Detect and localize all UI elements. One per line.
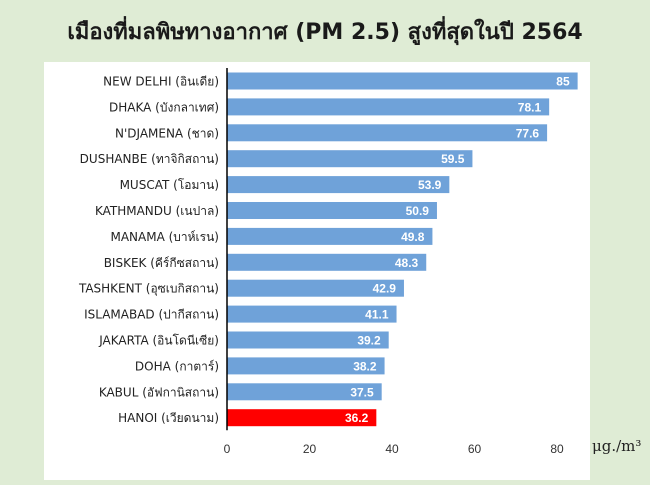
- bar: [227, 72, 578, 90]
- x-axis-unit-label: μg./m³: [592, 437, 642, 455]
- category-label: MUSCAT (โอมาน): [120, 178, 219, 192]
- data-label: 78.1: [518, 100, 542, 114]
- category-label: DOHA (กาตาร์): [135, 359, 219, 373]
- data-label: 48.3: [395, 256, 419, 270]
- bar: [227, 305, 397, 323]
- bar: [227, 150, 473, 168]
- bar: [227, 176, 450, 194]
- bar: [227, 124, 548, 142]
- bar: [227, 279, 404, 297]
- bar: [227, 331, 389, 349]
- bar-highlight: [227, 409, 377, 427]
- x-tick-label: 20: [303, 442, 317, 456]
- x-tick-label: 0: [224, 442, 231, 456]
- data-label: 50.9: [406, 204, 430, 218]
- bar: [227, 383, 382, 401]
- data-label: 59.5: [441, 152, 465, 166]
- category-label: HANOI (เวียดนาม): [118, 411, 219, 425]
- category-label: MANAMA (บาห์เรน): [110, 230, 219, 244]
- x-tick-label: 80: [550, 442, 564, 456]
- category-label: DUSHANBE (ทาจิกิสถาน): [80, 152, 219, 166]
- category-label: DHAKA (บังกลาเทศ): [109, 100, 219, 114]
- bar: [227, 253, 427, 271]
- bar-chart: NEW DELHI (อินเดีย) 85 DHAKA (บังกลาเทศ) 78…: [78, 68, 578, 456]
- data-label: 41.1: [365, 308, 389, 322]
- bar: [227, 98, 550, 116]
- data-label: 85: [556, 75, 570, 89]
- bar: [227, 227, 433, 245]
- category-label: ISLAMABAD (ปากีสถาน): [84, 308, 219, 322]
- data-label: 38.2: [353, 359, 377, 373]
- data-label: 53.9: [418, 178, 442, 192]
- bar: [227, 202, 437, 219]
- page-title: เมืองที่มลพิษทางอากาศ (PM 2.5) สูงที่สุด…: [67, 20, 583, 45]
- category-label: N'DJAMENA (ชาด): [115, 126, 219, 140]
- category-label: BISKEK (คีร์กีซสถาน): [104, 256, 219, 270]
- category-label: JAKARTA (อินโดนีเซีย): [98, 334, 219, 348]
- category-label: NEW DELHI (อินเดีย): [103, 75, 219, 89]
- data-label: 49.8: [401, 230, 425, 244]
- x-tick-label: 60: [468, 442, 482, 456]
- data-label: 36.2: [345, 411, 369, 425]
- category-label: KATHMANDU (เนปาล): [95, 204, 219, 218]
- x-tick-label: 40: [385, 442, 399, 456]
- bar: [227, 357, 385, 375]
- data-label: 39.2: [357, 334, 381, 348]
- category-label: KABUL (อัฟกานิสถาน): [99, 385, 219, 399]
- data-label: 37.5: [350, 385, 374, 399]
- category-label: TASHKENT (อุซเบกิสถาน): [78, 282, 219, 297]
- data-label: 77.6: [516, 126, 540, 140]
- chart-panel: NEW DELHI (อินเดีย) 85 DHAKA (บังกลาเทศ) 78…: [44, 62, 590, 480]
- data-label: 42.9: [373, 282, 397, 296]
